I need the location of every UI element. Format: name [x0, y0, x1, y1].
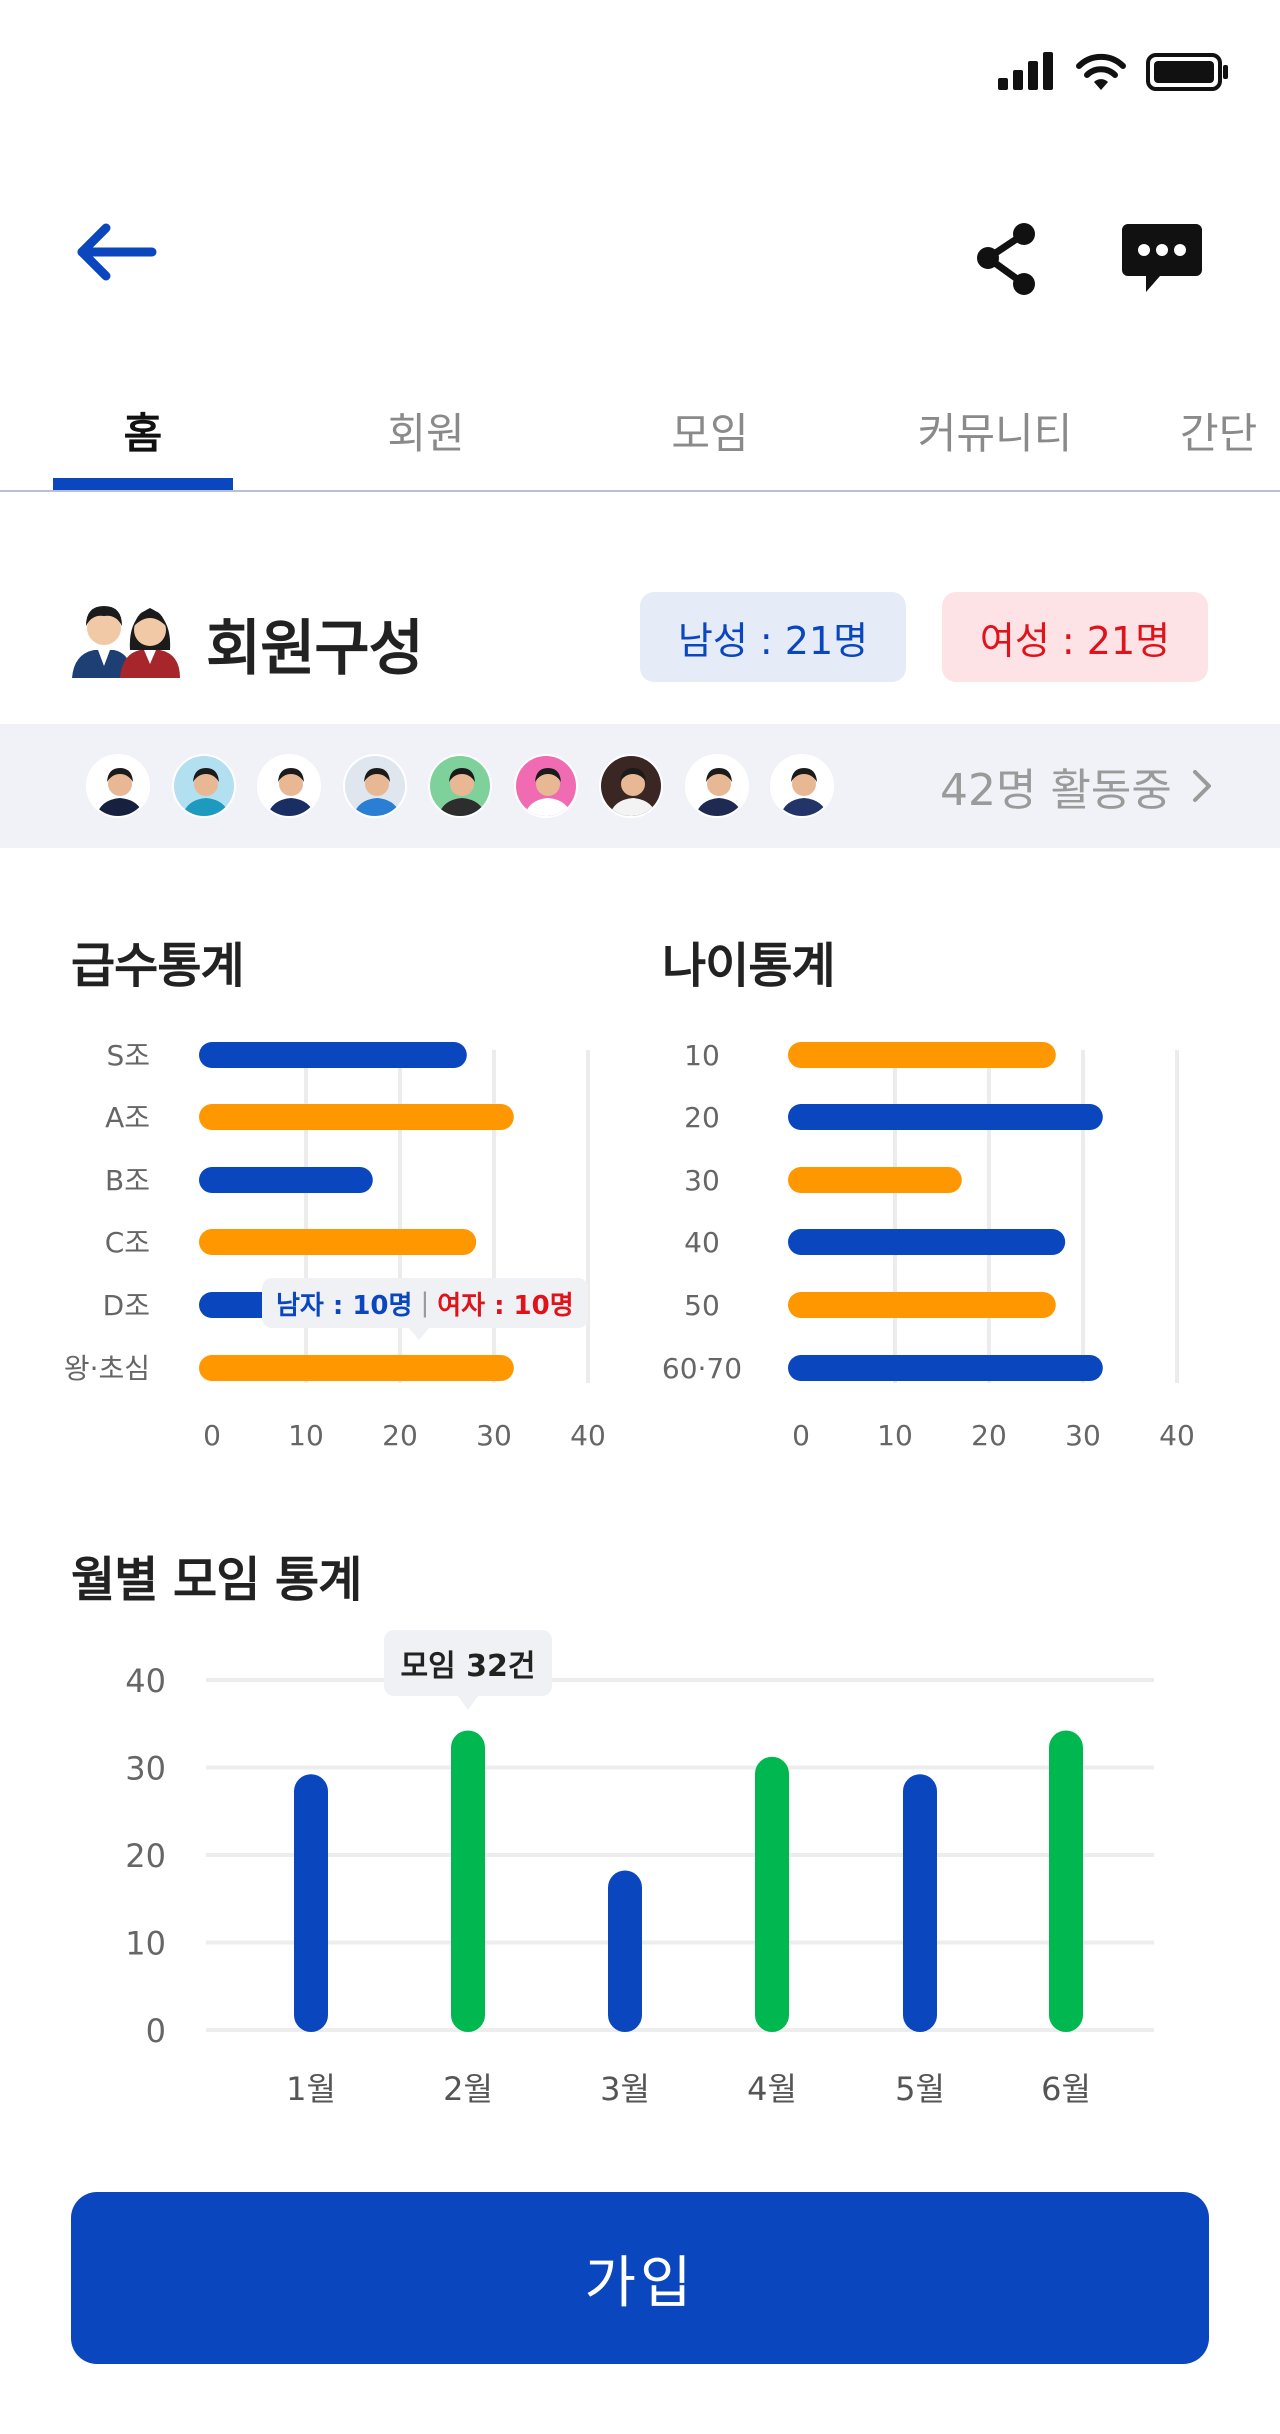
- tab-bar: 홈 회원 모임 커뮤니티 간단: [0, 372, 1280, 492]
- grade-category-label: D조: [103, 1289, 150, 1322]
- grade-tick-label: 30: [476, 1419, 512, 1452]
- monthly-category-label: 4월: [747, 2070, 797, 2108]
- join-button[interactable]: 가입: [71, 2192, 1209, 2364]
- monthly-category-label: 1월: [286, 2070, 336, 2108]
- member-avatar[interactable]: [684, 754, 749, 818]
- active-members-count: 42명 활동중: [940, 765, 1172, 816]
- grade-category-label: B조: [105, 1164, 150, 1197]
- monthly-tick-label: 10: [125, 1925, 166, 1963]
- members-header: 회원구성 남성 : 21명 여성 : 21명: [0, 580, 1280, 690]
- member-avatar[interactable]: [257, 754, 321, 818]
- battery-icon: [1146, 52, 1230, 96]
- monthly-tooltip: 모임 32건: [384, 1630, 552, 1696]
- monthly-stats-chart: 0 10 20 30 40 1월 2월 3월 4월 5월 6월: [125, 1662, 1154, 2108]
- tab-community[interactable]: 커뮤니티: [917, 408, 1073, 458]
- age-stats-chart: 0 10 20 30 40 10 20 30 40 50 60·70: [662, 1039, 1195, 1452]
- status-icons: [998, 52, 1230, 96]
- monthly-tick-label: 30: [125, 1750, 166, 1788]
- tab-home[interactable]: 홈: [123, 408, 163, 458]
- tab-members[interactable]: 회원: [387, 408, 465, 458]
- monthly-category-label: 3월: [600, 2070, 650, 2108]
- age-tick-label: 10: [877, 1419, 913, 1452]
- wifi-icon: [1074, 52, 1128, 96]
- member-avatar[interactable]: [513, 754, 578, 818]
- age-category-label: 10: [684, 1039, 720, 1072]
- chat-bubble-icon: [1122, 224, 1202, 292]
- tooltip-separator: |: [420, 1288, 430, 1318]
- age-tick-label: 40: [1159, 1419, 1195, 1452]
- tooltip-male-count: 남자 : 10명: [276, 1290, 413, 1321]
- member-avatar[interactable]: [171, 754, 236, 818]
- share-button[interactable]: [968, 220, 1048, 300]
- chevron-right-icon: [1192, 770, 1211, 802]
- member-avatar[interactable]: [428, 754, 492, 818]
- grade-category-label: S조: [106, 1039, 150, 1072]
- grade-tooltip-pointer: [409, 1328, 429, 1340]
- member-avatar[interactable]: [342, 754, 407, 818]
- monthly-tooltip-pointer: [458, 1696, 478, 1710]
- age-category-label: 60·70: [662, 1352, 742, 1385]
- male-count-badge: 남성 : 21명: [640, 592, 906, 682]
- share-icon: [977, 223, 1035, 295]
- chat-button[interactable]: [1120, 218, 1204, 302]
- age-category-label: 40: [684, 1226, 720, 1259]
- age-category-label: 20: [684, 1101, 720, 1134]
- member-avatar[interactable]: [599, 754, 663, 818]
- age-tick-label: 0: [792, 1419, 810, 1452]
- arrow-left-icon: [77, 223, 157, 281]
- age-category-label: 50: [684, 1289, 720, 1322]
- monthly-category-label: 6월: [1041, 2070, 1091, 2108]
- grade-stats-chart: 0 10 20 30 40 S조 A조 B조 C조 D조왕·초심: [64, 1039, 606, 1452]
- age-tick-label: 20: [971, 1419, 1007, 1452]
- age-tick-label: 30: [1065, 1419, 1101, 1452]
- grade-category-label: 왕·초심: [64, 1352, 150, 1385]
- grade-category-label: A조: [105, 1101, 150, 1134]
- monthly-stats-title: 월별 모임 통계: [71, 1552, 362, 1608]
- grade-tick-label: 0: [203, 1419, 221, 1452]
- members-group-icon: [70, 594, 182, 682]
- grade-category-label: C조: [105, 1226, 150, 1259]
- grade-tick-label: 40: [570, 1419, 606, 1452]
- monthly-tick-label: 20: [125, 1837, 166, 1875]
- nav-bar: [0, 200, 1280, 320]
- member-avatar[interactable]: [86, 754, 150, 818]
- member-avatar[interactable]: [770, 754, 834, 818]
- tooltip-female-count: 여자 : 10명: [437, 1290, 574, 1321]
- monthly-tick-label: 40: [125, 1662, 166, 1700]
- tab-brief[interactable]: 간단: [1180, 408, 1258, 458]
- active-members-link[interactable]: 42명 활동중: [940, 754, 1212, 818]
- grade-tooltip: 남자 : 10명 | 여자 : 10명: [262, 1278, 588, 1328]
- status-bar: [0, 0, 1280, 150]
- monthly-tick-label: 0: [146, 2012, 166, 2050]
- active-tab-indicator: [53, 478, 233, 490]
- members-title: 회원구성: [206, 614, 424, 684]
- signal-icon: [998, 52, 1056, 96]
- grade-tick-label: 20: [382, 1419, 418, 1452]
- monthly-category-label: 2월: [443, 2070, 493, 2108]
- grade-stats-title: 급수통계: [71, 938, 245, 994]
- monthly-category-label: 5월: [895, 2070, 945, 2108]
- grade-tick-label: 10: [288, 1419, 324, 1452]
- active-members-strip[interactable]: 42명 활동중: [0, 724, 1280, 848]
- age-stats-title: 나이통계: [662, 938, 836, 994]
- tab-meetings[interactable]: 모임: [671, 408, 749, 458]
- age-category-label: 30: [684, 1164, 720, 1197]
- female-count-badge: 여성 : 21명: [942, 592, 1208, 682]
- back-button[interactable]: [72, 222, 168, 294]
